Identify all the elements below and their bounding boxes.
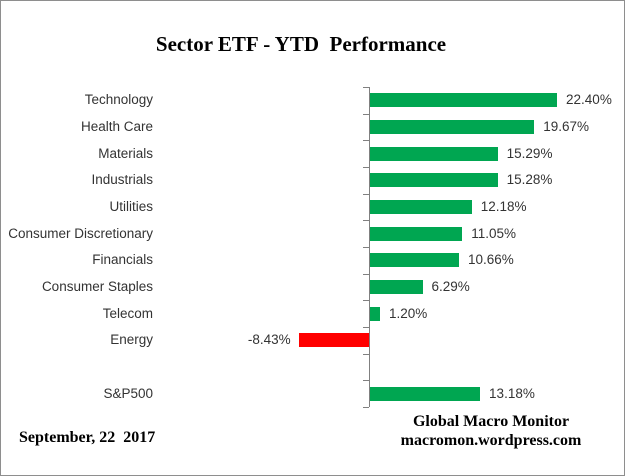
axis-tick [363, 327, 369, 329]
category-label: Consumer Staples [41, 279, 153, 295]
category-label: Telecom [102, 305, 153, 321]
value-label: 13.18% [489, 385, 535, 401]
category-axis-line [369, 87, 370, 408]
bar [370, 306, 381, 321]
value-label: 1.20% [389, 305, 428, 321]
value-label: 11.05% [471, 225, 517, 241]
axis-tick [363, 380, 369, 382]
value-label: 6.29% [431, 279, 470, 295]
category-label: S&P500 [103, 385, 153, 401]
category-label: Consumer Discretionary [8, 225, 153, 241]
bar [298, 333, 369, 348]
value-label: -8.43% [247, 332, 291, 348]
category-label: Financials [92, 252, 153, 268]
date-label: September, 22 2017 [19, 429, 156, 446]
axis-tick [363, 300, 369, 302]
value-label: 12.18% [480, 199, 527, 214]
category-label: Materials [98, 145, 153, 161]
axis-tick [363, 273, 369, 275]
bar [370, 226, 463, 241]
category-label: Technology [84, 92, 153, 108]
value-label: 19.67% [543, 119, 590, 134]
bar [370, 146, 498, 161]
category-label: Industrials [91, 172, 153, 188]
bar [370, 120, 535, 134]
bar [370, 93, 558, 108]
axis-tick [363, 220, 369, 222]
value-label: 15.28% [506, 172, 553, 188]
bar [370, 200, 472, 214]
bar [370, 280, 423, 295]
axis-tick [363, 247, 369, 249]
value-label: 22.40% [566, 92, 612, 108]
bar [370, 386, 481, 401]
source-line-1: Global Macro Monitor [412, 413, 570, 430]
axis-tick [363, 167, 369, 168]
axis-tick [363, 87, 369, 88]
axis-tick [363, 193, 369, 195]
bar [370, 253, 459, 268]
category-label: Utilities [109, 199, 153, 214]
axis-tick [363, 353, 369, 355]
axis-tick [363, 407, 369, 409]
category-label: Health Care [80, 119, 153, 134]
source-credit: Global Macro Monitor macromon.wordpress.… [351, 412, 624, 450]
axis-tick [363, 113, 369, 115]
value-label: 10.66% [468, 252, 514, 268]
axis-tick [363, 140, 369, 142]
source-line-2: macromon.wordpress.com [400, 432, 582, 449]
category-label: Energy [110, 332, 153, 348]
bar [370, 173, 498, 188]
chart-title: Sector ETF - YTD Performance [155, 32, 447, 56]
value-label: 15.29% [506, 145, 553, 161]
